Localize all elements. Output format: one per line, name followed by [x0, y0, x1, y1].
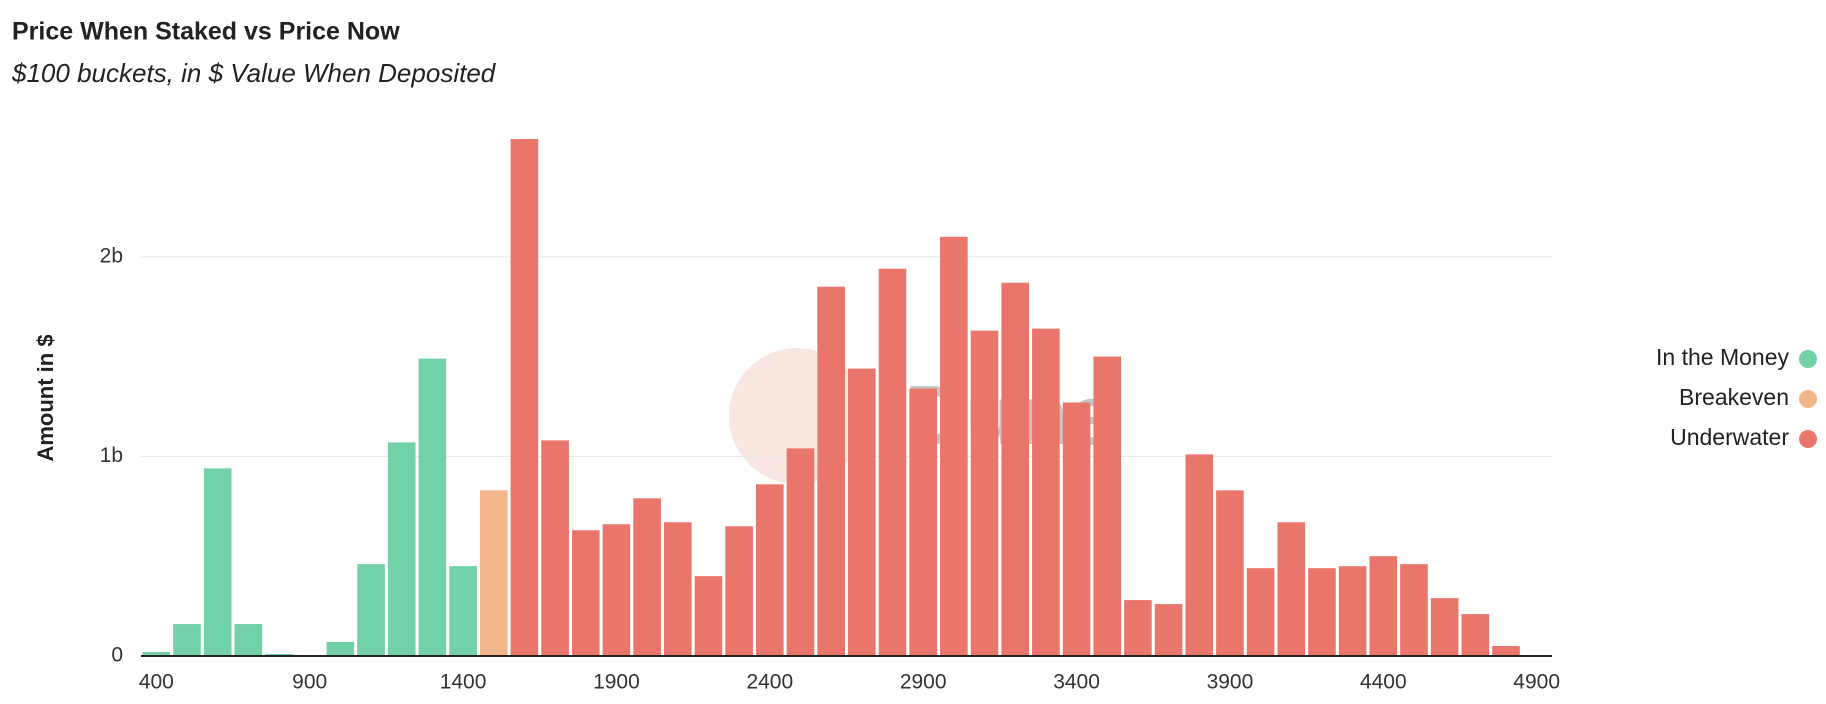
bar [663, 522, 692, 656]
bar [1246, 568, 1275, 656]
y-tick-label: 2b [100, 244, 123, 267]
bar [418, 358, 447, 656]
x-tick-label: 4400 [1360, 671, 1407, 694]
bar [1308, 568, 1336, 656]
bar [357, 564, 385, 656]
bar [571, 530, 600, 656]
x-tick-label: 1400 [440, 671, 487, 694]
bar [1430, 598, 1459, 656]
legend-label[interactable]: Underwater [1670, 424, 1789, 450]
bar [1461, 614, 1490, 656]
bar [1369, 556, 1398, 656]
x-tick-label: 2900 [900, 671, 947, 694]
bar [142, 652, 171, 656]
x-tick-label: 900 [292, 671, 327, 694]
bar [1277, 522, 1306, 656]
bar [541, 440, 569, 656]
y-axis-label: Amount in $ [33, 334, 58, 461]
bar [1154, 604, 1183, 656]
bar [1093, 356, 1122, 656]
bar [756, 484, 784, 656]
bar [602, 524, 631, 656]
bar [633, 498, 661, 656]
legend-swatch [1799, 430, 1817, 448]
bar [1185, 454, 1214, 656]
bar [1400, 564, 1428, 656]
bar [234, 624, 263, 656]
x-tick-label: 3900 [1207, 671, 1254, 694]
bar [203, 468, 232, 656]
bar [1216, 490, 1244, 656]
x-tick-label: 4900 [1513, 671, 1560, 694]
bar [510, 138, 539, 656]
chart-title: Price When Staked vs Price Now [12, 18, 400, 46]
legend-label[interactable]: Breakeven [1679, 384, 1789, 410]
bar [694, 576, 723, 656]
x-tick-label: 2400 [746, 671, 793, 694]
x-tick-label: 3400 [1053, 671, 1100, 694]
bar [387, 442, 416, 656]
chart-subtitle: $100 buckets, in $ Value When Deposited [11, 58, 497, 88]
legend-label[interactable]: In the Money [1656, 344, 1789, 370]
legend-swatch [1799, 350, 1817, 368]
x-tick-label: 1900 [593, 671, 640, 694]
bar [940, 236, 968, 657]
bar [725, 526, 753, 656]
bar [786, 448, 815, 656]
legend-swatch [1799, 390, 1817, 408]
bar [848, 368, 876, 656]
y-tick-label: 1b [100, 444, 123, 467]
bar [1338, 566, 1367, 656]
bar [1001, 282, 1030, 656]
bar [173, 624, 201, 656]
bar [479, 490, 508, 656]
x-tick-label: 400 [139, 671, 174, 694]
y-tick-label: 0 [111, 644, 123, 667]
bar [1492, 646, 1520, 656]
bar [1124, 600, 1152, 656]
bar [909, 388, 937, 656]
bar [878, 268, 907, 656]
bar [970, 330, 999, 656]
bar [1062, 402, 1091, 656]
bar [326, 642, 355, 656]
bar [817, 286, 845, 656]
bar [1032, 328, 1060, 656]
bar [449, 566, 477, 656]
